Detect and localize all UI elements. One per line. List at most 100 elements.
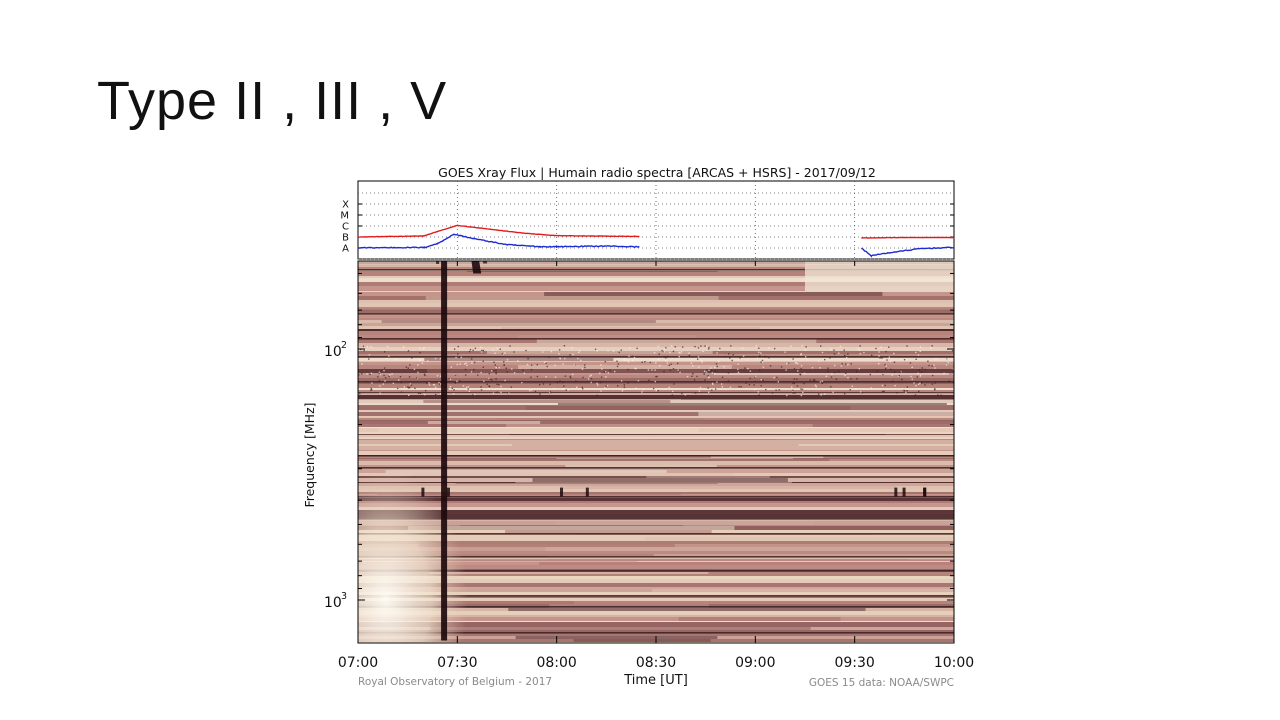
spectrogram-speckle	[707, 391, 710, 393]
spectrogram-band	[358, 314, 954, 318]
spectrogram-speckle	[673, 383, 675, 385]
spectrogram-speckle	[876, 370, 879, 372]
x-axis-label: Time [UT]	[623, 673, 688, 688]
spectrogram-speckle	[563, 345, 566, 347]
spectrogram-speckle	[564, 375, 567, 377]
spectrogram-speckle	[453, 389, 455, 391]
spectrogram-speckle	[459, 380, 461, 382]
spectrogram-speckle	[500, 391, 502, 394]
x-tick-label: 09:00	[735, 655, 775, 671]
spectrogram-speckle	[548, 356, 550, 358]
spectrogram-y-ticks	[358, 272, 954, 601]
spectrogram-speckle	[597, 384, 599, 386]
right-credit: GOES 15 data: NOAA/SWPC	[809, 677, 954, 689]
spectrogram-speckle	[480, 346, 482, 349]
spectrogram-speckle	[634, 367, 636, 369]
spectrogram-speckle	[665, 360, 667, 362]
spectrogram-band	[358, 358, 954, 361]
spectrogram-speckle	[931, 383, 934, 385]
spectrogram-speckle	[858, 367, 861, 370]
spectrogram-speckle	[672, 390, 674, 393]
spectrogram-speckle	[796, 385, 799, 387]
spectrogram-speckle	[564, 357, 566, 360]
type-iii-burst	[441, 261, 448, 641]
spectrogram-band-segment	[646, 476, 770, 478]
spectrogram-speckle	[434, 357, 437, 360]
spectrogram-band	[358, 361, 954, 362]
spectrogram-speckle	[800, 354, 802, 356]
spectrogram-speckle	[708, 346, 710, 349]
spectrogram-band	[358, 492, 954, 494]
spectrogram-band	[358, 633, 954, 636]
spectrogram-speckle	[419, 352, 421, 354]
spectrogram-speckle	[843, 393, 846, 395]
xray-series-line	[358, 224, 640, 238]
spectrogram-band-segment	[698, 412, 954, 416]
spectrogram-speckle	[575, 380, 577, 382]
spectrogram-speckle	[693, 379, 696, 381]
spectrogram-speckle	[399, 375, 402, 378]
spectrogram-speckle	[870, 387, 873, 389]
spectrogram-speckle	[714, 388, 717, 390]
spectrogram-speckle	[778, 389, 780, 391]
spectrogram-band	[358, 320, 954, 323]
spectrogram-speckle	[697, 356, 700, 358]
spectrogram-band	[358, 435, 954, 437]
spectrogram-speckle	[605, 385, 607, 387]
spectrogram-speckle	[915, 358, 917, 360]
spectrogram-speckle	[605, 376, 607, 378]
spectrogram-speckle	[596, 350, 598, 352]
spectrogram-speckle	[711, 382, 714, 384]
spectrogram-speckle	[513, 372, 516, 374]
spectrogram-speckle	[434, 393, 437, 396]
spectrogram-band-segment	[551, 393, 692, 394]
spectrogram-speckle	[654, 380, 656, 383]
spectrogram-speckle	[562, 388, 564, 391]
x-tick-label: 08:00	[536, 655, 576, 671]
spectrogram-band	[358, 354, 954, 357]
spectrogram-speckle	[700, 345, 702, 347]
spectrogram-band	[358, 309, 954, 310]
spectrogram-speckle	[449, 378, 452, 381]
spectrogram-speckle	[721, 386, 724, 388]
spectrogram-speckle	[809, 379, 811, 381]
spectrogram-speckle	[796, 378, 798, 380]
spectrogram-speckle	[541, 351, 544, 353]
spectrogram-speckle	[663, 351, 665, 353]
spectrogram-band-segment	[555, 521, 814, 525]
spectrogram-speckle	[383, 374, 385, 377]
spectrogram-speckle	[407, 367, 409, 369]
spectrogram-speckle	[600, 364, 602, 366]
spectrogram-speckle	[729, 357, 731, 359]
spectrogram-band	[358, 622, 954, 624]
spectrogram-speckle	[800, 394, 803, 397]
spectrogram-speckle	[697, 347, 700, 349]
type-ii-burst	[482, 261, 488, 264]
spectrogram-speckle	[919, 350, 921, 352]
spectrogram-speckle	[891, 374, 893, 376]
spectrogram-speckle	[674, 346, 676, 348]
spectrogram-speckle	[672, 350, 675, 353]
spectrogram-speckle	[563, 385, 565, 387]
spectrogram-speckle	[918, 390, 920, 393]
spectrogram-speckle	[511, 368, 513, 370]
spectrogram-speckle	[871, 354, 873, 356]
spectrogram-speckle	[793, 382, 796, 385]
chart-title: GOES Xray Flux | Humain radio spectra [A…	[438, 165, 876, 180]
spectrogram-speckle	[937, 394, 939, 396]
spectrogram-band	[358, 611, 954, 615]
interference-mark	[585, 487, 589, 497]
spectrogram-speckle	[856, 378, 858, 380]
spectrogram-speckle	[718, 349, 720, 351]
spectrogram-band-segment	[379, 589, 652, 592]
spectrogram-band-segment	[427, 421, 541, 424]
spectrogram-speckle	[773, 347, 776, 350]
spectrogram-band-segment	[418, 544, 675, 547]
spectrogram-band-segment	[377, 494, 682, 495]
spectrogram-speckle	[691, 375, 693, 377]
spectrogram-band	[358, 392, 954, 393]
spectrogram-speckle	[495, 367, 497, 369]
spectrogram-speckle	[635, 387, 637, 390]
spectrogram-speckle	[906, 390, 908, 392]
spectrogram-speckle	[370, 387, 372, 390]
